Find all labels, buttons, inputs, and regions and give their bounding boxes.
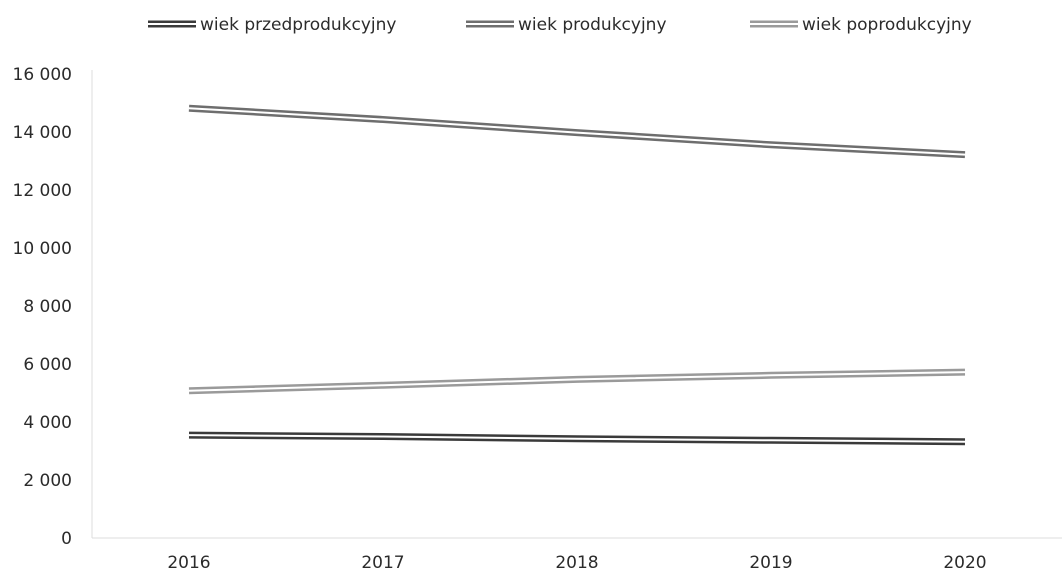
series-1 xyxy=(188,431,966,446)
chart-series xyxy=(188,104,966,446)
y-tick-label: 6 000 xyxy=(23,355,72,375)
chart-legend: wiek przedprodukcyjny wiek produkcyjny wie… xyxy=(148,15,972,35)
legend-item-2: wiek produkcyjny xyxy=(466,15,667,35)
series-line-inner xyxy=(188,371,966,392)
y-tick-label: 4 000 xyxy=(23,413,72,433)
series-2 xyxy=(188,104,966,159)
legend-item-3: wiek poprodukcyjny xyxy=(750,15,972,35)
series-3 xyxy=(188,368,966,395)
x-tick-label: 2019 xyxy=(749,553,792,573)
legend-label: wiek produkcyjny xyxy=(518,15,667,35)
y-axis: 0 2 000 4 000 6 000 8 000 10 000 12 000 14 000 1… xyxy=(13,65,93,549)
y-tick-label: 10 000 xyxy=(13,239,72,259)
y-tick-label: 14 000 xyxy=(13,123,72,143)
x-tick-label: 2018 xyxy=(555,553,598,573)
y-tick-label: 12 000 xyxy=(13,181,72,201)
x-tick-label: 2020 xyxy=(943,553,986,573)
x-axis: 2016 2017 2018 2019 2020 xyxy=(92,537,1062,573)
legend-item-1: wiek przedprodukcyjny xyxy=(148,15,396,35)
x-tick-label: 2017 xyxy=(361,553,404,573)
y-tick-label: 16 000 xyxy=(13,65,72,85)
y-tick-label: 0 xyxy=(61,529,72,549)
y-tick-label: 8 000 xyxy=(23,297,72,317)
y-tick-label: 2 000 xyxy=(23,471,72,491)
series-line-inner xyxy=(188,434,966,443)
x-tick-label: 2016 xyxy=(167,553,210,573)
legend-label: wiek poprodukcyjny xyxy=(802,15,972,35)
series-line-inner xyxy=(188,107,966,156)
legend-label: wiek przedprodukcyjny xyxy=(200,15,396,35)
